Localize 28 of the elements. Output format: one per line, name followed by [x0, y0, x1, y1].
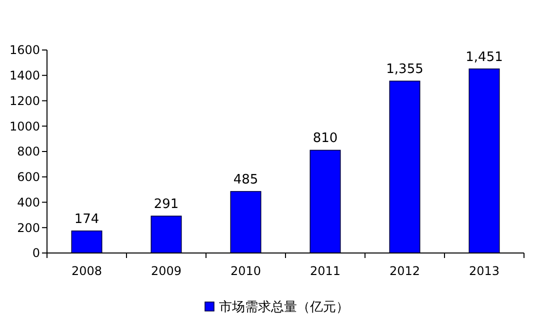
text: 485: [233, 172, 258, 188]
y-tick-label: 800: [17, 144, 40, 159]
bar: [230, 191, 262, 254]
bar: [71, 230, 102, 254]
text: 1,451: [466, 50, 503, 65]
legend-label: 市场需求总量（亿元）: [219, 300, 349, 315]
text: 291: [154, 197, 179, 212]
y-tick-label: 600: [17, 170, 40, 184]
x-tick-label: 2013: [468, 264, 500, 278]
x-tick-label: 2010: [230, 264, 262, 278]
y-tick-label: 1200: [9, 94, 40, 108]
bar: [150, 216, 182, 254]
text: 1,355: [386, 62, 424, 78]
text: 810: [312, 131, 338, 146]
y-tick-label: 400: [17, 195, 40, 210]
y-tick-label: 1600: [9, 43, 40, 58]
y-tick-label: 1400: [9, 68, 40, 83]
x-tick-label: 2008: [71, 264, 102, 278]
bar: [389, 80, 420, 254]
text: 174: [74, 212, 100, 227]
bar: [468, 68, 500, 254]
x-tick-label: 2009: [150, 264, 182, 278]
bar: [310, 150, 341, 254]
y-tick-label: 1000: [9, 119, 40, 134]
y-tick-label: 0: [32, 246, 40, 260]
y-tick-label: 200: [17, 220, 40, 235]
x-tick-label: 2012: [389, 264, 420, 278]
x-tick-label: 2011: [310, 264, 341, 278]
